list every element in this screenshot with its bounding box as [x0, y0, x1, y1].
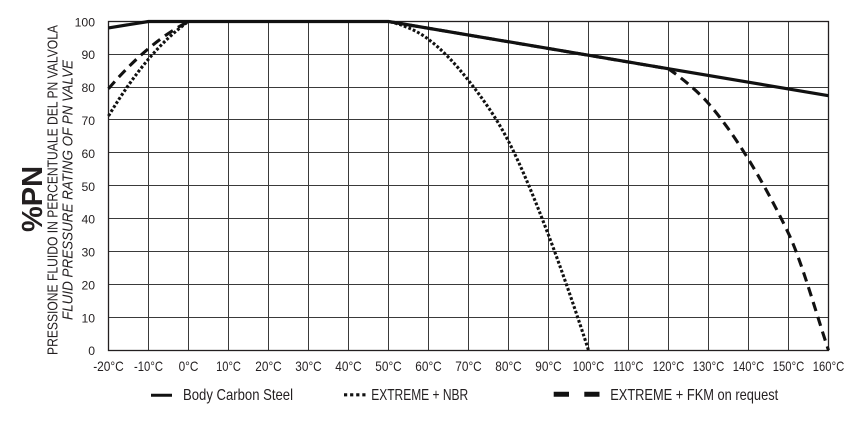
svg-text:FLUID PRESSURE RATING OF PN VA: FLUID PRESSURE RATING OF PN VALVE — [60, 59, 77, 320]
svg-text:100: 100 — [75, 15, 96, 29]
svg-text:0°C: 0°C — [179, 358, 199, 374]
svg-text:10: 10 — [81, 311, 95, 325]
svg-text:60: 60 — [81, 147, 95, 161]
svg-text:70°C: 70°C — [455, 358, 481, 374]
svg-text:150°C: 150°C — [773, 358, 804, 374]
svg-text:10°C: 10°C — [216, 358, 241, 374]
svg-text:80°C: 80°C — [495, 358, 521, 374]
svg-text:PRESSIONE FLUIDO IN PERCENTUAL: PRESSIONE FLUIDO IN PERCENTUALE DEL PN V… — [44, 25, 61, 355]
svg-text:110°C: 110°C — [614, 358, 644, 374]
svg-text:40: 40 — [81, 213, 95, 227]
svg-text:30: 30 — [81, 246, 95, 260]
svg-text:EXTREME + FKM on request: EXTREME + FKM on request — [610, 387, 778, 404]
svg-text:90: 90 — [81, 48, 95, 62]
svg-text:70: 70 — [81, 114, 95, 128]
svg-text:130°C: 130°C — [693, 358, 724, 374]
svg-text:40°C: 40°C — [335, 358, 361, 374]
svg-text:30°C: 30°C — [295, 358, 321, 374]
svg-text:20°C: 20°C — [255, 358, 281, 374]
svg-text:90°C: 90°C — [535, 358, 561, 374]
svg-text:80: 80 — [81, 81, 95, 95]
svg-text:%PN: %PN — [17, 166, 49, 232]
svg-text:20: 20 — [81, 278, 95, 292]
svg-text:-20°C: -20°C — [93, 358, 124, 374]
svg-text:0: 0 — [88, 344, 95, 358]
svg-text:50°C: 50°C — [375, 358, 401, 374]
svg-text:EXTREME + NBR: EXTREME + NBR — [371, 387, 468, 404]
svg-text:100°C: 100°C — [573, 358, 604, 374]
svg-text:50: 50 — [81, 180, 95, 194]
svg-text:60°C: 60°C — [415, 358, 441, 374]
svg-text:-10°C: -10°C — [134, 358, 163, 374]
svg-text:Body Carbon Steel: Body Carbon Steel — [183, 387, 293, 404]
svg-text:140°C: 140°C — [733, 358, 764, 374]
svg-text:160°C: 160°C — [813, 358, 844, 374]
svg-text:120°C: 120°C — [653, 358, 684, 374]
